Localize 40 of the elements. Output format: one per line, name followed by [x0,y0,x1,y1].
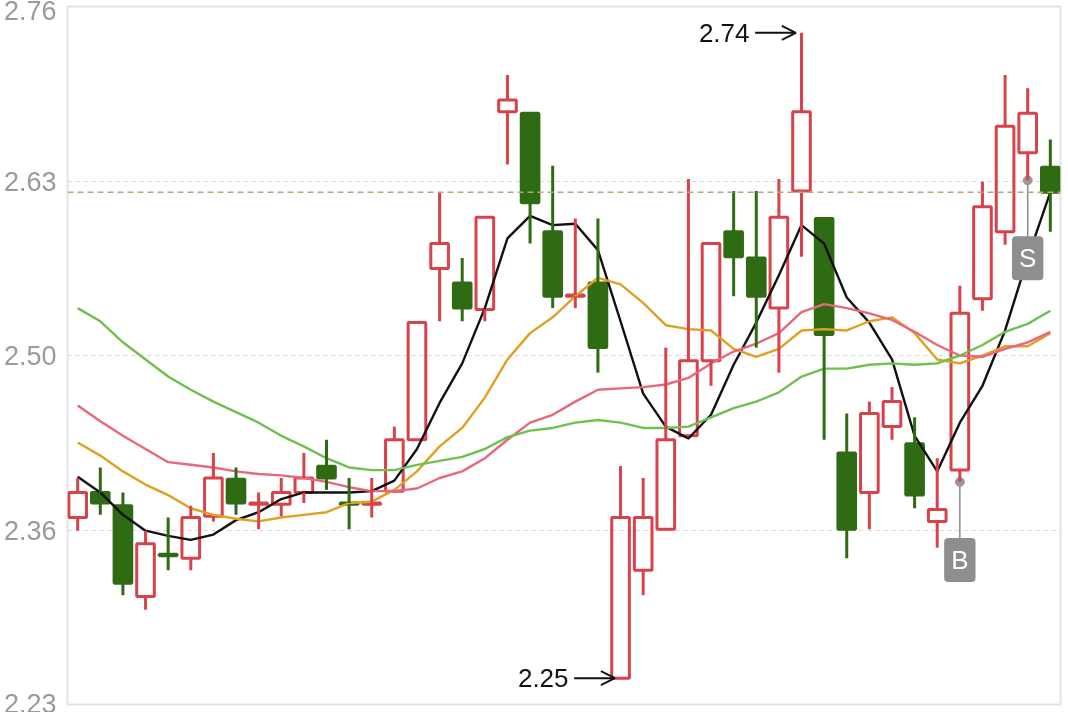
candlestick [429,192,450,322]
candlestick [225,467,247,515]
candlestick [248,492,269,530]
annotation: B [951,544,969,575]
candlestick [203,452,224,522]
candlestick [768,179,790,373]
y-tick-label: 2.23 [3,688,57,718]
annotation: 2.74 [698,17,750,48]
candlestick [112,492,134,597]
candlestick [745,190,767,348]
candlestick [881,387,903,440]
y-tick-label: 2.76 [3,0,57,26]
candlestick [157,517,179,572]
candlestick [135,530,156,610]
candlestick [836,413,858,559]
candlestick [361,477,383,518]
y-tick-label: 2.63 [3,166,57,197]
candlestick [497,74,518,165]
candlestick [67,477,88,531]
candlestick [972,181,993,311]
candlestick [587,218,609,373]
candlestick [270,477,292,518]
annotation: 2.25 [517,663,569,694]
y-tick-label: 2.50 [3,341,57,371]
candlestick [859,401,880,530]
candlestick [723,190,744,298]
candlestick [89,467,111,515]
candlestick [542,164,564,310]
candlestick [791,31,812,257]
candlestick [451,258,473,322]
candlestick [926,458,948,548]
candlestick [994,74,1016,245]
candlestick [180,505,202,572]
line-series [76,276,1052,523]
candlestick [632,477,654,597]
y-tick-label: 2.36 [3,515,57,546]
candlestick [904,417,925,509]
candlestick [316,438,337,490]
candlestick [564,218,586,310]
candlestick [1040,139,1061,232]
